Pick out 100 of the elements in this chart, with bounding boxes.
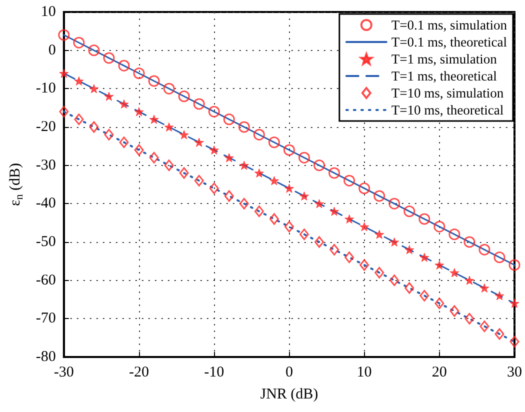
point	[360, 222, 370, 232]
point	[239, 160, 249, 170]
point	[330, 244, 340, 256]
point	[238, 121, 250, 133]
point	[330, 206, 340, 216]
x-tick-label: 10	[356, 364, 372, 380]
point	[74, 76, 84, 86]
legend-label: T=1 ms, theoretical	[391, 68, 498, 84]
point	[164, 160, 174, 172]
point	[374, 190, 386, 202]
point	[209, 145, 219, 155]
point	[434, 298, 444, 310]
point	[418, 213, 430, 225]
point	[284, 184, 294, 193]
point	[88, 44, 100, 56]
point	[404, 206, 416, 218]
point	[420, 290, 430, 302]
point	[510, 336, 520, 348]
point	[358, 182, 370, 194]
point	[404, 282, 414, 294]
point	[344, 214, 354, 224]
point	[149, 114, 159, 124]
point	[404, 245, 414, 254]
point	[299, 191, 309, 201]
point	[494, 291, 504, 300]
y-tick-label: 10	[40, 4, 56, 20]
point	[209, 182, 219, 194]
point	[119, 136, 129, 148]
point	[179, 167, 189, 179]
x-tick-label: 20	[432, 364, 447, 380]
point	[480, 283, 490, 293]
point	[390, 274, 400, 286]
y-tick-label: -20	[36, 119, 56, 135]
point	[254, 206, 264, 218]
point	[510, 298, 520, 308]
point	[134, 107, 144, 116]
x-tick-label: -20	[128, 364, 149, 380]
legend-label: T=10 ms, theoretical	[391, 102, 504, 118]
point	[104, 128, 114, 140]
y-tick-label: -60	[36, 272, 56, 288]
point	[164, 122, 174, 132]
point	[494, 252, 506, 264]
point	[253, 128, 265, 140]
point	[314, 160, 325, 172]
y-axis-title: εn (dB)	[8, 162, 26, 206]
point	[464, 236, 476, 248]
x-tick-label: -30	[54, 364, 74, 380]
point	[119, 99, 129, 109]
x-tick-label: 0	[285, 364, 293, 380]
point	[223, 114, 235, 126]
point	[344, 174, 356, 186]
point	[149, 152, 159, 164]
point	[224, 190, 234, 202]
point	[420, 252, 430, 262]
legend-label: T=10 ms, simulation	[391, 86, 504, 100]
point	[239, 198, 249, 210]
legend-label: T=0.1 ms, theoretical	[391, 34, 508, 50]
legend-label: T=1 ms, simulation	[391, 52, 498, 66]
point	[73, 36, 85, 48]
legend-label: T=0.1 ms, simulation	[391, 18, 508, 32]
point	[344, 252, 354, 264]
point	[133, 68, 145, 80]
point	[480, 320, 490, 332]
point	[283, 144, 295, 156]
point	[314, 199, 324, 208]
point	[58, 29, 70, 41]
point	[89, 121, 99, 133]
y-tick-label: -10	[36, 80, 56, 97]
point	[179, 130, 189, 140]
point	[434, 220, 446, 232]
point	[360, 259, 370, 271]
point	[450, 305, 460, 317]
point	[254, 168, 264, 178]
point	[388, 198, 400, 210]
x-tick-label: 30	[507, 364, 522, 380]
point	[193, 98, 205, 110]
point	[134, 144, 144, 156]
point	[450, 268, 460, 278]
point	[59, 68, 69, 78]
point	[178, 90, 190, 102]
y-tick-label: -80	[36, 349, 56, 365]
point	[118, 60, 130, 72]
point	[434, 260, 444, 270]
point	[269, 176, 279, 186]
point	[284, 220, 294, 232]
point	[103, 52, 115, 64]
point	[390, 237, 400, 247]
point	[448, 228, 460, 240]
point	[314, 236, 324, 248]
point	[298, 152, 310, 164]
point	[59, 106, 69, 118]
point	[374, 230, 384, 239]
point	[464, 312, 474, 324]
point	[104, 92, 114, 101]
y-tick-label: -40	[36, 196, 56, 212]
point	[194, 174, 204, 186]
point	[374, 266, 384, 278]
y-tick-label: -30	[36, 157, 56, 174]
point	[268, 136, 280, 148]
y-tick-label: -50	[36, 234, 56, 250]
